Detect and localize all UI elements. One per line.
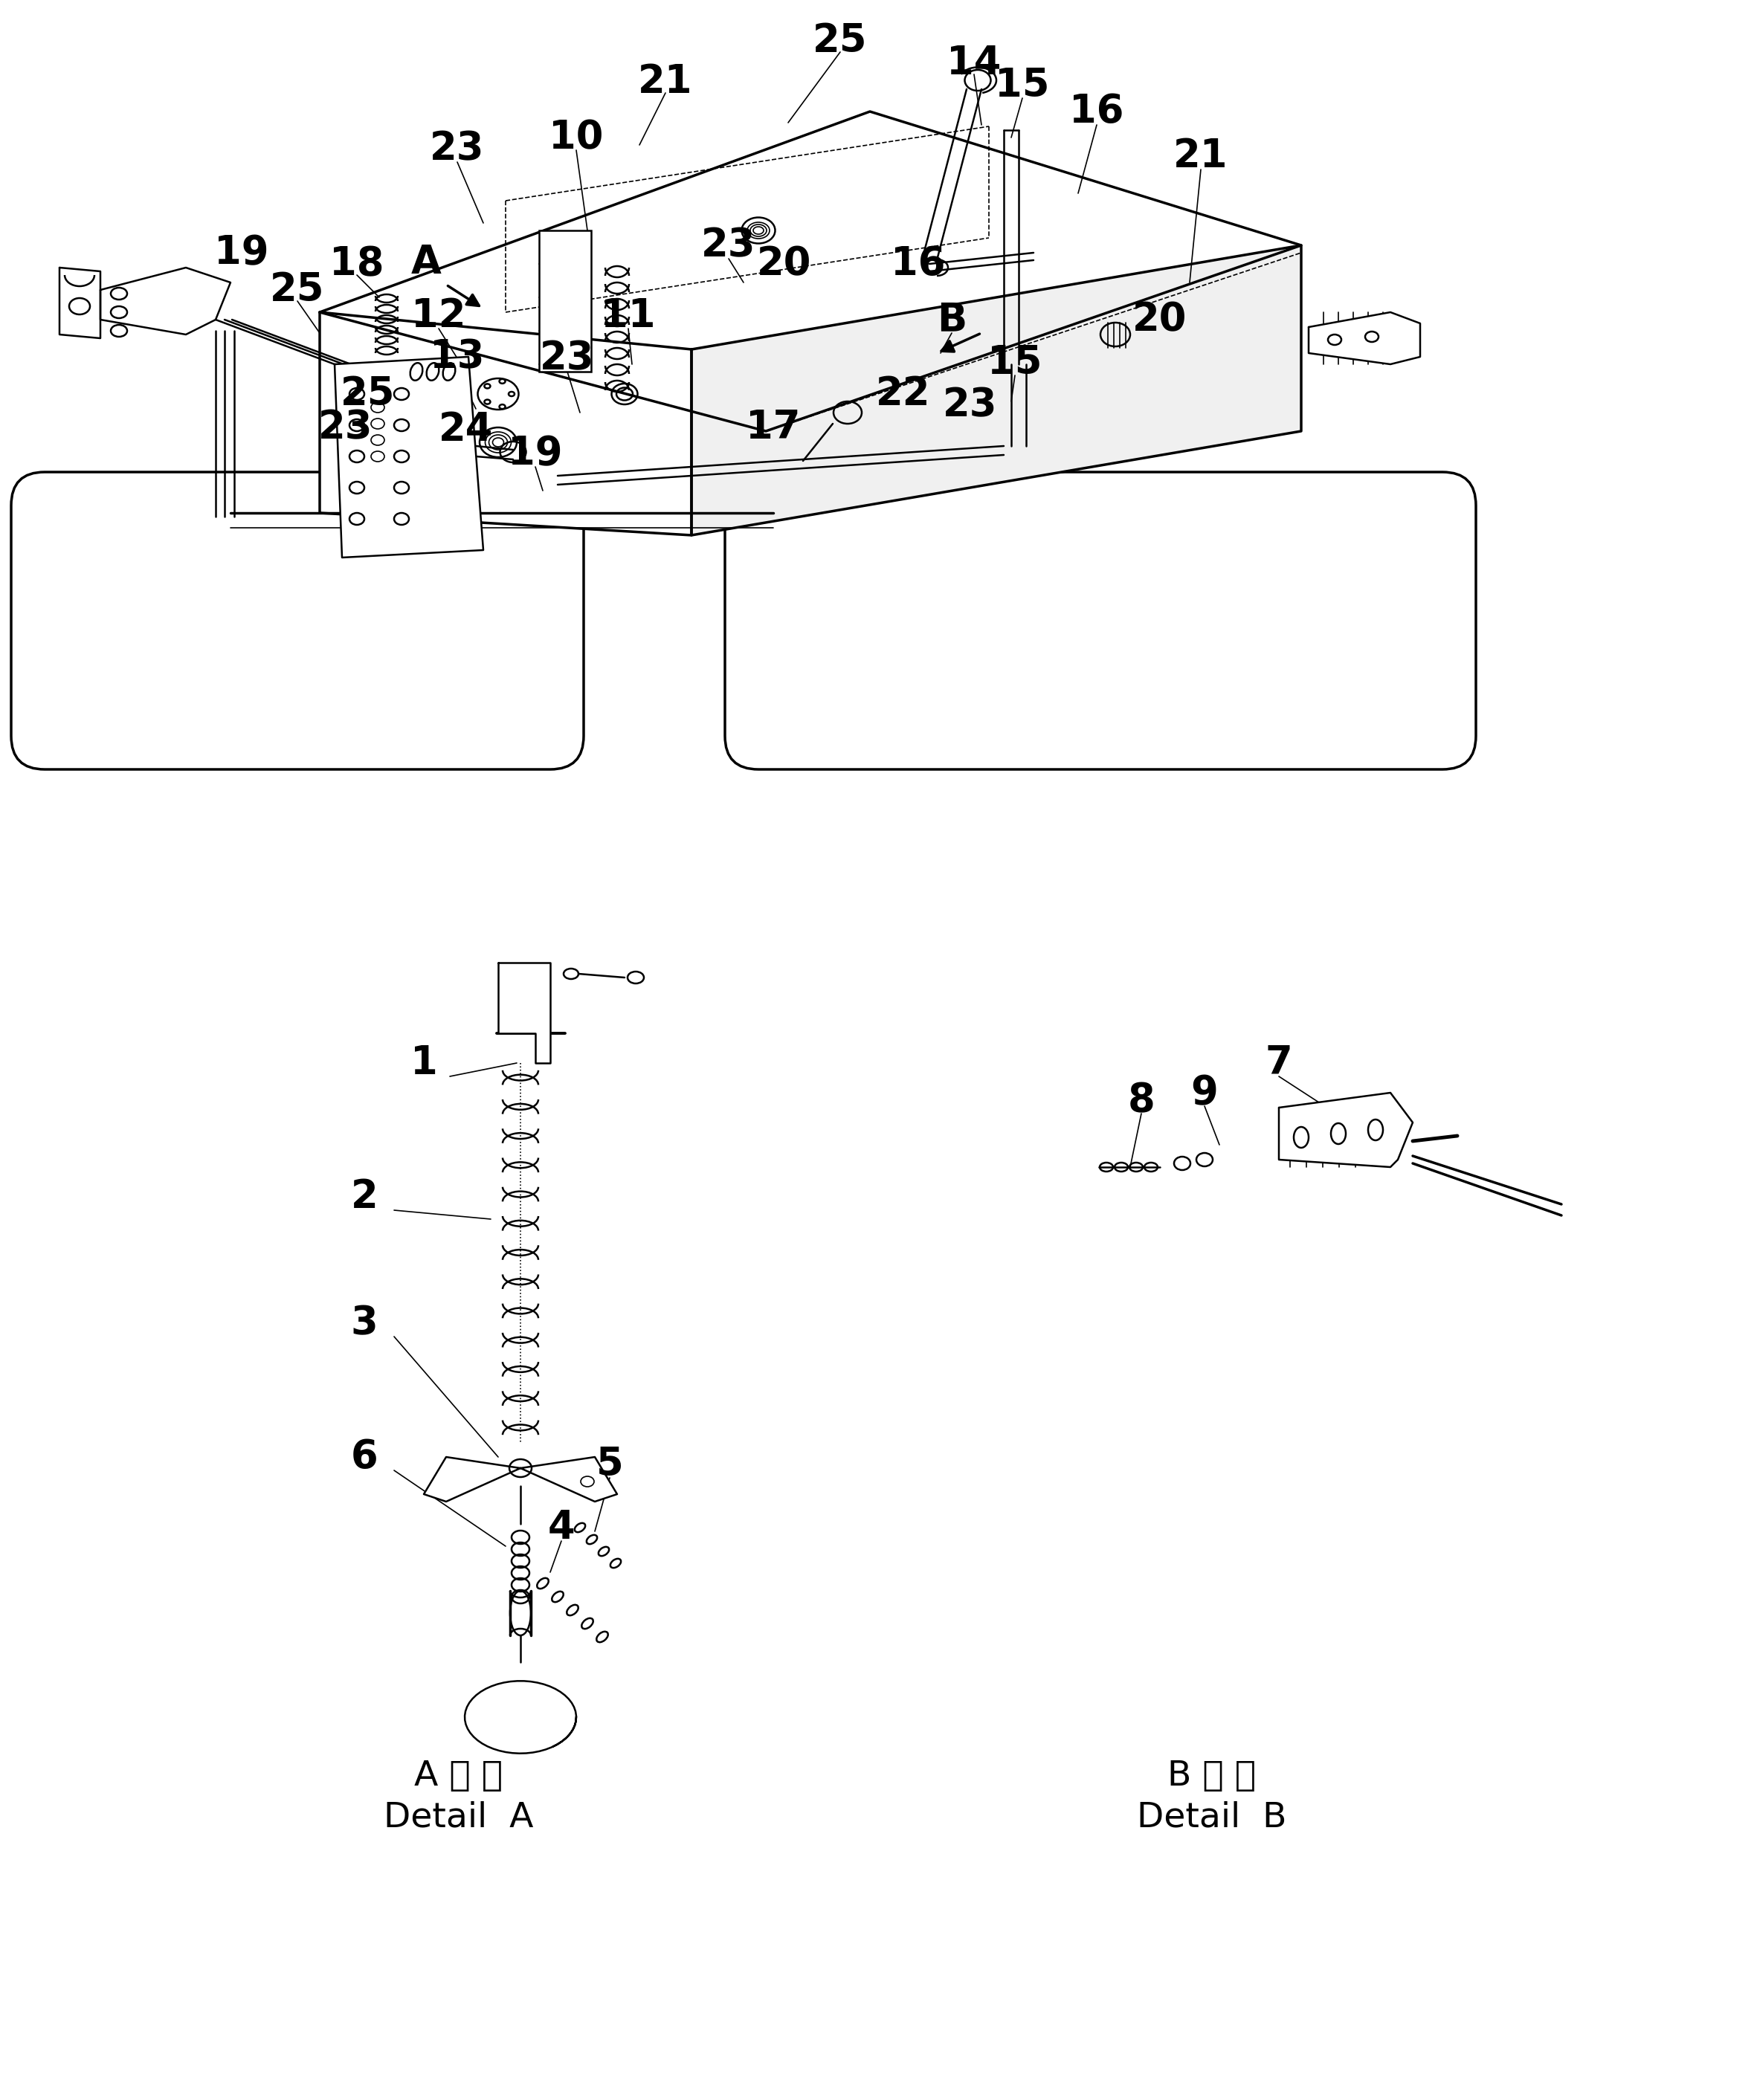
Polygon shape	[1308, 313, 1421, 363]
Text: 4: 4	[547, 1508, 575, 1548]
Text: 23: 23	[430, 130, 484, 168]
Text: 19: 19	[214, 233, 268, 273]
Text: 11: 11	[602, 296, 656, 336]
Text: A: A	[410, 244, 442, 281]
Polygon shape	[691, 246, 1301, 536]
Text: 25: 25	[340, 374, 395, 414]
Text: 1: 1	[410, 1044, 437, 1082]
Text: B 詳 細: B 詳 細	[1168, 1760, 1256, 1793]
Text: 7: 7	[1265, 1044, 1293, 1082]
Polygon shape	[498, 962, 551, 1063]
Bar	[538, 231, 591, 372]
Text: 16: 16	[891, 244, 945, 284]
Polygon shape	[100, 267, 230, 334]
Text: 2: 2	[351, 1178, 379, 1216]
FancyBboxPatch shape	[724, 473, 1475, 769]
Text: B: B	[937, 300, 966, 338]
Text: 24: 24	[438, 410, 493, 449]
Text: 20: 20	[758, 244, 812, 284]
Text: 23: 23	[319, 407, 374, 447]
Text: 6: 6	[351, 1439, 379, 1476]
Text: 19: 19	[509, 435, 563, 473]
Text: 17: 17	[745, 407, 800, 447]
Text: 25: 25	[270, 271, 324, 309]
Polygon shape	[319, 313, 691, 536]
Text: 23: 23	[540, 338, 595, 378]
Text: Detail  B: Detail B	[1137, 1802, 1287, 1833]
Text: 18: 18	[330, 244, 384, 284]
Text: 23: 23	[944, 386, 998, 424]
Text: 13: 13	[430, 338, 484, 376]
Text: 15: 15	[995, 67, 1049, 105]
Text: 25: 25	[812, 21, 868, 61]
Text: 14: 14	[947, 44, 1002, 82]
Text: 16: 16	[1070, 92, 1124, 130]
Polygon shape	[60, 267, 100, 338]
Polygon shape	[319, 111, 1301, 430]
Polygon shape	[424, 1457, 521, 1502]
Polygon shape	[1279, 1092, 1412, 1168]
Text: 3: 3	[351, 1304, 379, 1342]
Text: 15: 15	[988, 344, 1042, 382]
Text: 12: 12	[412, 296, 467, 336]
FancyBboxPatch shape	[11, 473, 584, 769]
Text: 8: 8	[1128, 1082, 1154, 1119]
Polygon shape	[335, 357, 484, 556]
Text: A 詳 細: A 詳 細	[414, 1760, 503, 1793]
Text: 5: 5	[596, 1445, 623, 1485]
Text: 9: 9	[1191, 1073, 1219, 1113]
Text: 23: 23	[702, 227, 756, 265]
Text: 10: 10	[549, 118, 603, 158]
Polygon shape	[521, 1457, 617, 1502]
Text: 20: 20	[1133, 300, 1187, 338]
Text: 21: 21	[1173, 136, 1228, 176]
Text: 21: 21	[638, 63, 693, 101]
Text: 22: 22	[875, 374, 931, 414]
Text: Detail  A: Detail A	[384, 1802, 533, 1833]
